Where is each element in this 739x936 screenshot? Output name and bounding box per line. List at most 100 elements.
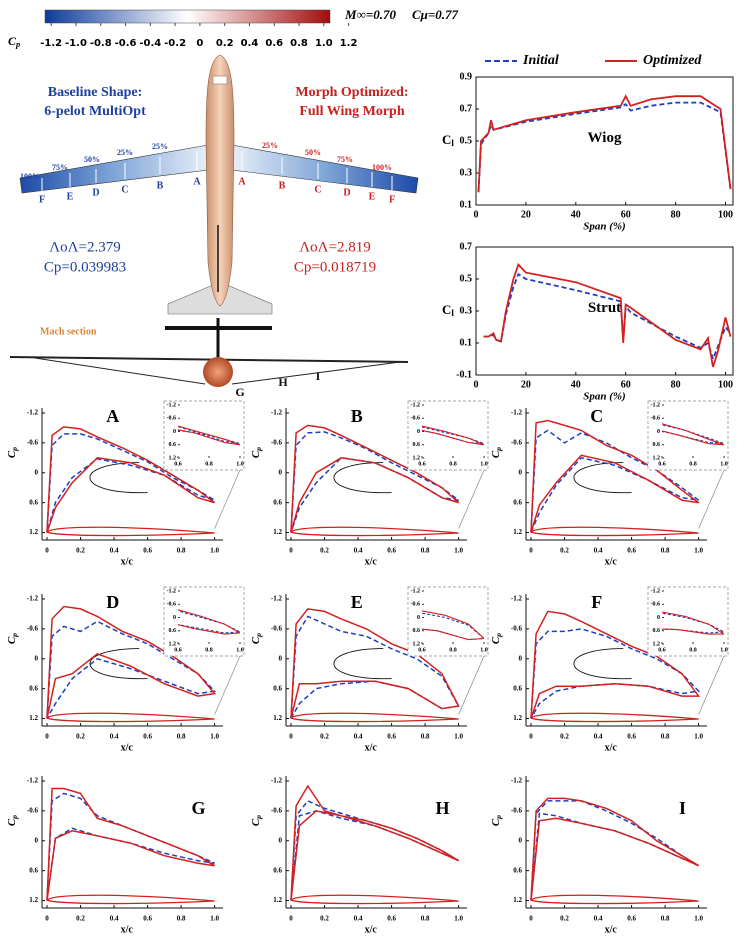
x-tick-label: 60 [621,209,631,220]
inset-x-tick-label: 0.8 [689,647,697,653]
inset-y-tick-label: -1.2 [411,402,421,408]
series-line [483,262,732,368]
inset-x-tick-label: 0.8 [449,461,457,467]
y-tick-label: 1.2 [513,896,522,904]
x-tick-label: 0 [289,915,293,923]
x-tick-label: 0.8 [177,733,186,741]
zoom-pointer [698,469,725,529]
axis-label-symbol: C [250,450,262,458]
x-tick-label: 0.2 [320,547,329,555]
cp-curve [290,424,460,533]
inset-frame [407,586,489,657]
section-label: H [278,375,288,389]
axis-label: Cp [250,633,263,644]
zoom-pointer [214,469,241,529]
airfoil-shape [289,894,459,905]
inset-cp-curve [422,425,484,446]
x-tick-label: 0.2 [320,733,329,741]
axis-label-subscript: p [10,447,19,452]
x-tick-label: 0.6 [627,547,636,555]
inset-cp-curve [662,611,724,635]
x-tick-label: 0.4 [354,547,363,555]
y-tick-label: -0.6 [271,438,283,446]
y-tick-label: -1.2 [27,595,39,603]
y-tick-label: 0 [35,654,39,662]
axis-label: Cp [490,815,503,826]
colorbar-tick-label: 0.4 [241,38,259,49]
y-tick-label: -1.2 [271,595,283,603]
section-letter: G [191,798,205,818]
y-tick-label: -1.2 [27,777,39,785]
cp-curve [290,784,459,901]
inset-y-tick-label: 0.6 [413,442,421,448]
station-label: C [314,184,321,195]
inset-cp-curve [178,609,240,635]
x-tick-label: 1.0 [210,915,219,923]
station-label: D [343,187,350,198]
y-tick-label: 0 [279,654,283,662]
x-tick-label: 0 [529,547,533,555]
axis-label-symbol: C [250,636,262,644]
inset-y-tick-label: -0.6 [167,602,177,608]
inset-cp-curve [422,612,484,641]
axis-label-subscript: p [254,633,263,638]
inset-cp-curve [178,425,240,446]
legend-label: Initial [522,53,559,68]
series-line [477,94,732,193]
inset-plot [422,425,484,446]
x-tick-label: 60 [621,379,631,390]
inset-y-tick-label: 1.2 [169,455,177,461]
x-tick-label: 0.2 [560,915,569,923]
axis-label-symbol: C [490,818,502,826]
x-tick-label: 0.8 [177,547,186,555]
axis-label-symbol: C [490,450,502,458]
x-tick-label: 0.4 [594,547,603,555]
x-tick-label: 1.0 [694,915,703,923]
station-label: F [39,194,45,205]
inset-y-tick-label: -0.6 [651,416,661,422]
y-tick-label: 0 [279,836,283,844]
colorbar-tick-label: -1.2 [40,38,62,49]
y-tick-label: -0.1 [456,369,472,380]
x-tick-label: 0.6 [627,733,636,741]
span-percent: 50% [84,155,100,164]
axis-label: Cp [6,447,19,458]
cp-curve [530,429,700,533]
axis-label-symbol: C [490,636,502,644]
optimized-title: Morph Optimized: [295,85,408,100]
station-label: D [92,187,99,198]
x-tick-label: 0.6 [387,547,396,555]
span-percent: 25% [152,142,168,151]
x-axis-label: x/c [365,742,378,753]
inset-frame [163,586,245,657]
axis-label: Cl [442,132,454,148]
x-tick-label: 0.8 [661,547,670,555]
y-tick-label: 1.2 [273,528,282,536]
axis-label: Cl [442,302,454,318]
colorbar [44,9,331,24]
inset-y-tick-label: -1.2 [167,402,177,408]
x-tick-label: 40 [571,209,581,220]
mach-section: Mach section [40,326,97,337]
inset-y-tick-label: -1.2 [167,588,177,594]
inset-y-tick-label: 1.2 [653,641,661,647]
content: -1.2 -1.0 -0.8 -0.6 -0.4 -0.2 0 0.2 0.4 0.6 0.8 1.0… [6,7,734,935]
inset-y-tick-label: 1.2 [169,641,177,647]
station-label: B [157,180,164,191]
inset-y-tick-label: 0 [173,429,176,435]
y-tick-label: 1.2 [273,714,282,722]
axis-label-symbol: C [442,132,451,147]
sonic-line [333,648,392,680]
station-label: C [121,184,128,195]
axis-label-subscript: p [494,447,503,452]
y-tick-label: -0.6 [27,806,39,814]
x-tick-label: 0.6 [387,915,396,923]
y-tick-label: 0.1 [460,337,473,348]
x-tick-label: 100 [718,379,733,390]
section-letter: H [435,798,449,818]
x-tick-label: 0.6 [143,733,152,741]
x-tick-label: 0.4 [354,915,363,923]
inset-x-tick-label: 0.8 [449,647,457,653]
baseline-title: Baseline Shape: [48,85,143,100]
x-tick-label: 0.8 [177,915,186,923]
